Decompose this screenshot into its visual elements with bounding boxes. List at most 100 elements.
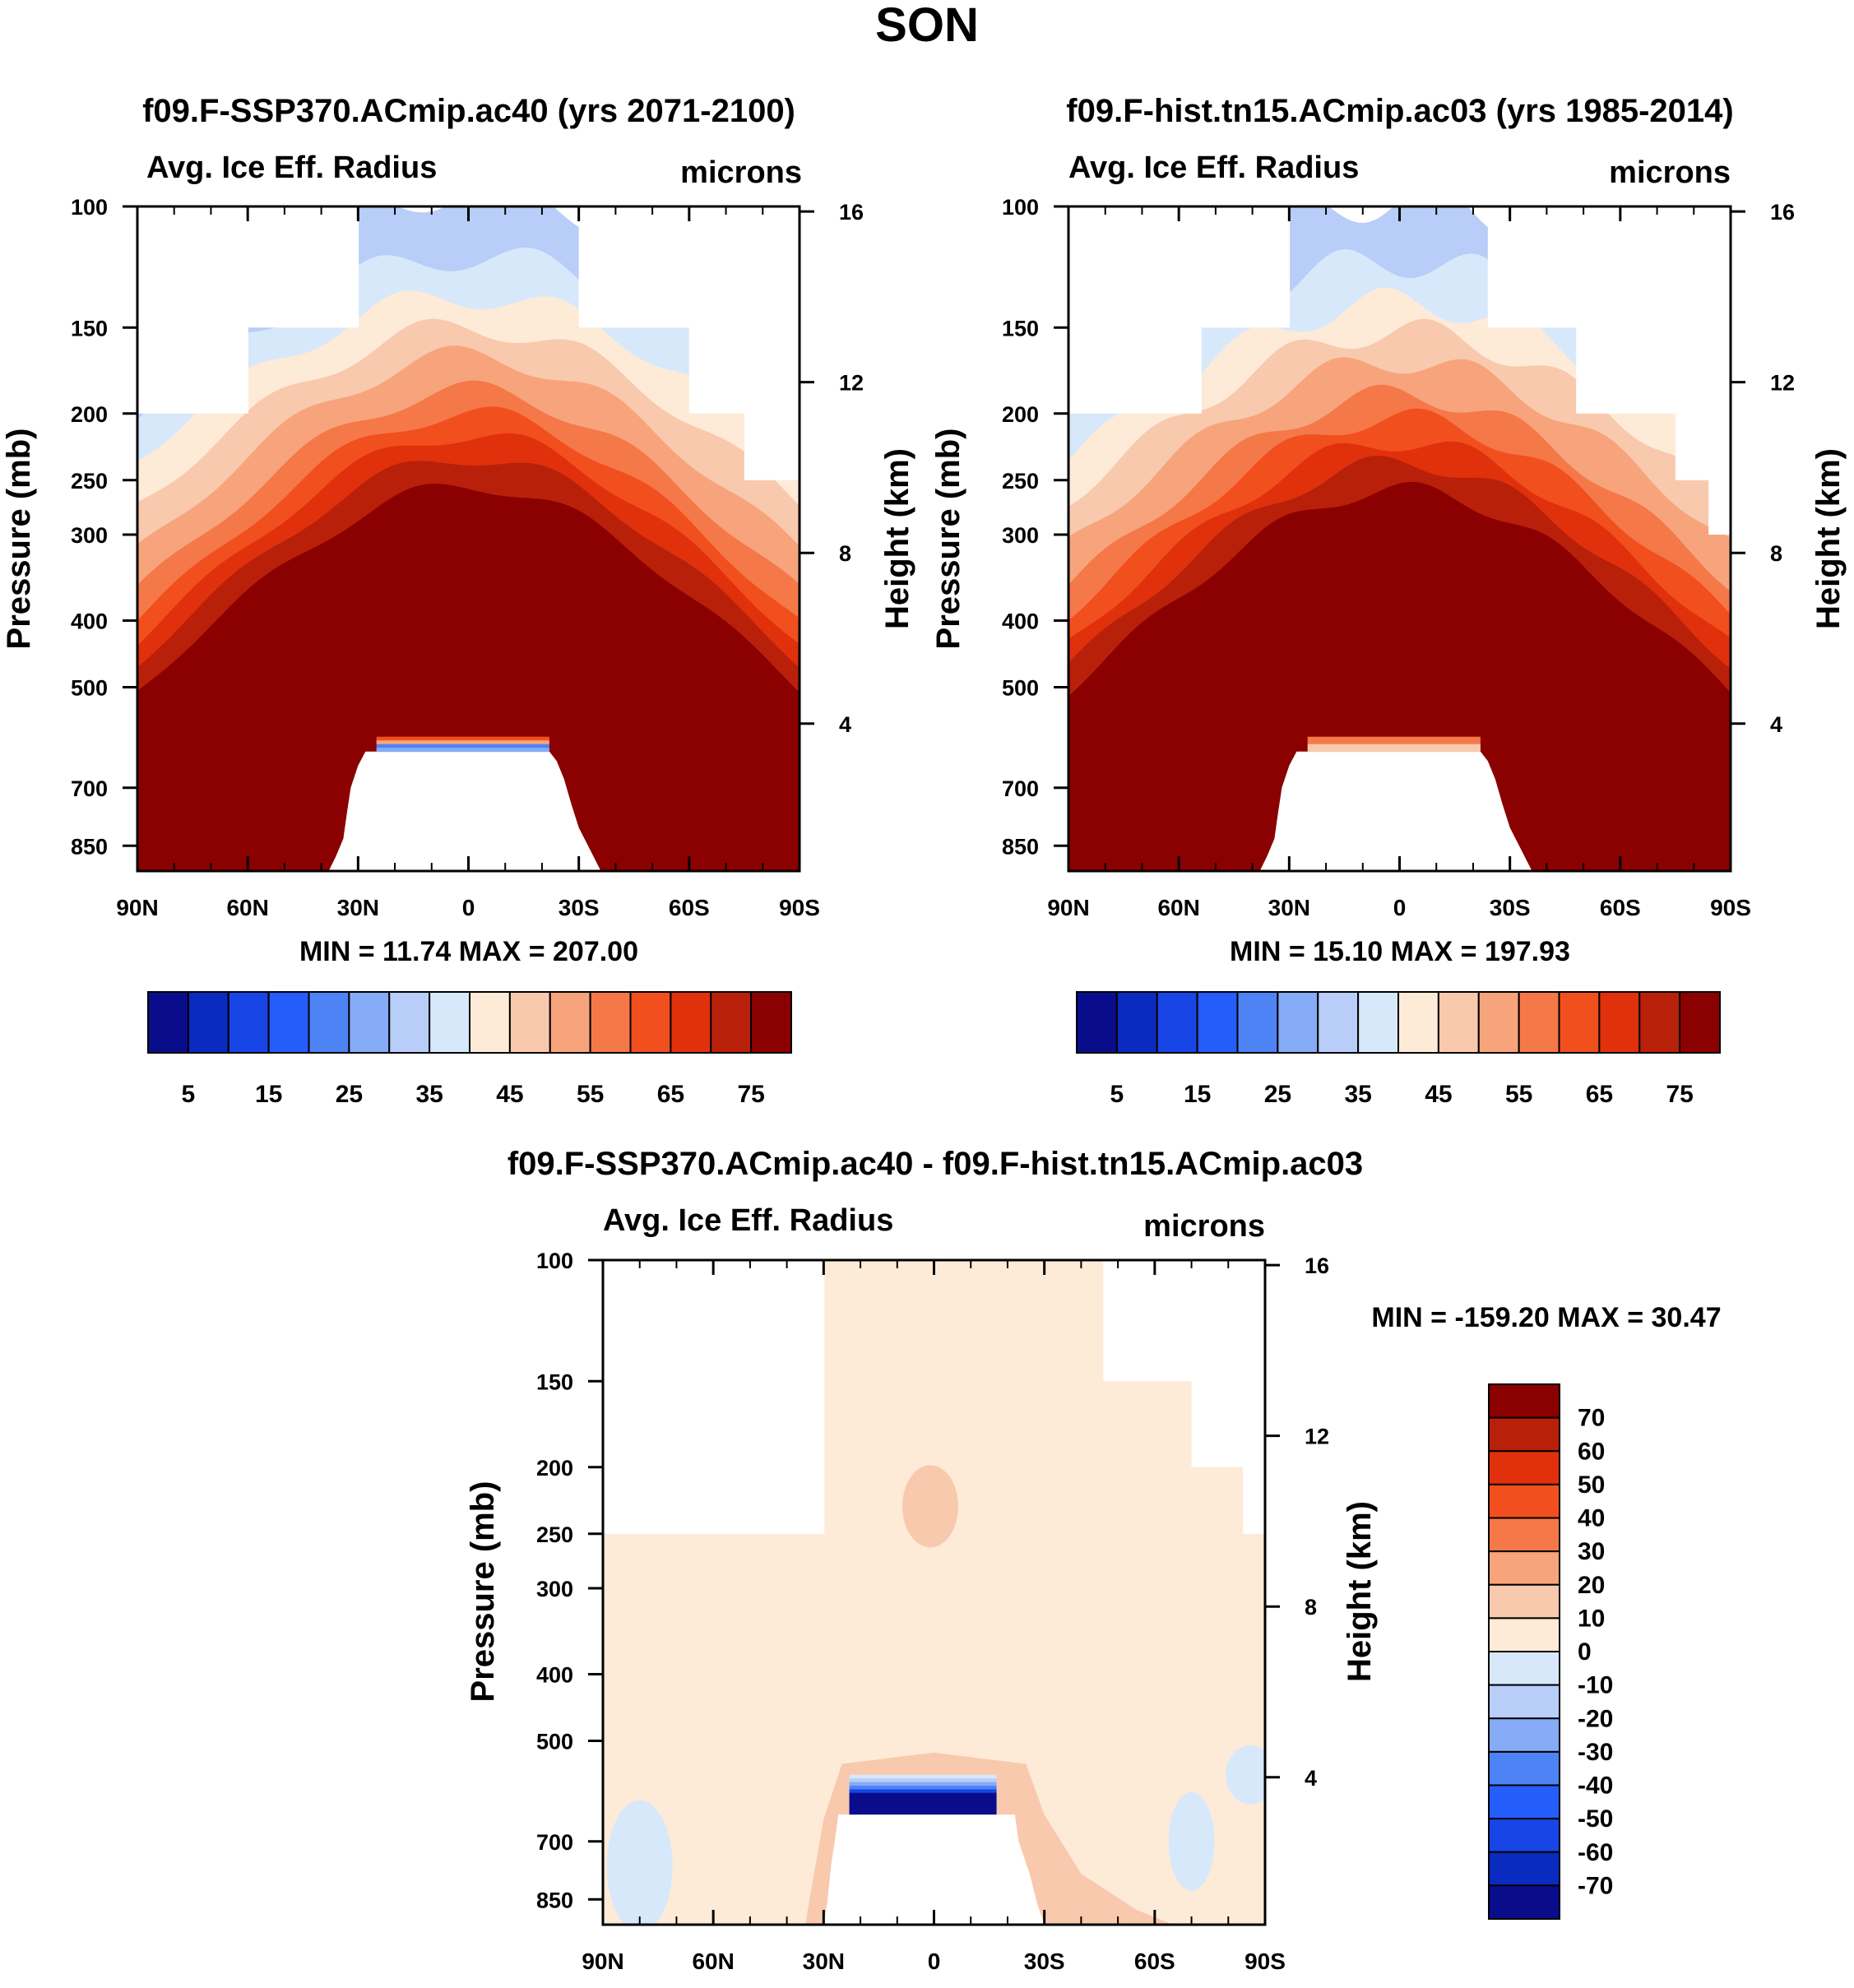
panel-left-y2-tick-label: 12 bbox=[839, 371, 864, 396]
panel-left-colorbar-swatch bbox=[147, 991, 189, 1054]
panel-diff-x-tick-label: 0 bbox=[928, 1949, 941, 1974]
panel-diff-colorbar-label: 20 bbox=[1578, 1572, 1605, 1599]
panel-left-title: f09.F-SSP370.ACmip.ac40 (yrs 2071-2100) bbox=[142, 93, 795, 129]
panel-left-x-tick-label: 90S bbox=[779, 895, 820, 920]
panel-right-missing-top bbox=[1708, 206, 1731, 535]
panel-left-colorbar-label: 5 bbox=[182, 1081, 196, 1108]
panel-diff-x-tick-label: 90N bbox=[582, 1949, 623, 1974]
panel-diff-y-tick-label: 200 bbox=[536, 1456, 573, 1481]
panel-right-y2-tick-label: 4 bbox=[1770, 712, 1782, 737]
panel-diff-colorbar-label: 10 bbox=[1578, 1605, 1605, 1632]
panel-left-anomaly-streak bbox=[376, 748, 549, 753]
panel-right-colorbar-label: 35 bbox=[1344, 1081, 1371, 1108]
panel-diff-units: microns bbox=[1143, 1209, 1265, 1244]
panel-diff-y-tick-label: 300 bbox=[536, 1577, 573, 1601]
panel-left-y2label: Height (km) bbox=[879, 448, 915, 629]
panel-right-x-tick-label: 60S bbox=[1600, 895, 1641, 920]
panel-right-colorbar-label: 65 bbox=[1586, 1081, 1613, 1108]
panel-left-colorbar-label: 45 bbox=[496, 1081, 523, 1108]
panel-right-colorbar-label: 55 bbox=[1505, 1081, 1532, 1108]
panel-diff-colorbar-label: 0 bbox=[1578, 1638, 1592, 1666]
panel-right-y-tick-label: 850 bbox=[1002, 834, 1039, 859]
panel-left-y2-tick-label: 8 bbox=[839, 541, 851, 566]
panel-left-anomaly-streak bbox=[376, 736, 549, 741]
panel-right-colorbar-swatch bbox=[1598, 991, 1641, 1054]
panel-left-colorbar-swatch bbox=[388, 991, 431, 1054]
panel-diff-colorbar-swatch bbox=[1488, 1450, 1560, 1485]
panel-right-y-tick-label: 300 bbox=[1002, 523, 1039, 548]
panel-diff-orography-mask bbox=[823, 1814, 1045, 1925]
panel-right-colorbar-swatch bbox=[1518, 991, 1560, 1054]
panel-diff-missing-top bbox=[1243, 1260, 1265, 1534]
panel-diff-stats: MIN = -159.20 MAX = 30.47 bbox=[1371, 1302, 1721, 1333]
panel-diff-x-tick-label: 30S bbox=[1024, 1949, 1065, 1974]
panel-left-colorbar-swatch bbox=[429, 991, 470, 1054]
panel-diff-colorbar-label: 70 bbox=[1578, 1405, 1605, 1432]
panel-right-contour-band bbox=[1068, 481, 1731, 871]
panel-right-field bbox=[1068, 206, 1731, 871]
panel-diff-y-tick-label: 150 bbox=[536, 1369, 573, 1394]
panel-left-colorbar-label: 35 bbox=[415, 1081, 443, 1108]
panel-left-contour-band bbox=[137, 484, 800, 871]
panel-diff-y-tick-label: 850 bbox=[536, 1888, 573, 1912]
panel-right-colorbar-swatch bbox=[1638, 991, 1681, 1054]
panel-left-stats: MIN = 11.74 MAX = 207.00 bbox=[299, 936, 638, 967]
panel-diff-y-tick-label: 250 bbox=[536, 1522, 573, 1547]
panel-left-colorbar-swatch bbox=[750, 991, 792, 1054]
panel-left-y-tick-label: 100 bbox=[71, 195, 108, 220]
figure-title: SON bbox=[875, 0, 979, 52]
panel-right-colorbar-swatch bbox=[1397, 991, 1439, 1054]
panel-diff-negative-patch bbox=[606, 1800, 673, 1925]
panel-right-colorbar-swatch bbox=[1558, 991, 1601, 1054]
panel-diff-colorbar-label: 40 bbox=[1578, 1505, 1605, 1532]
panel-left-colorbar: 5 15 25 35 45 55 65 75 bbox=[147, 991, 792, 1108]
panel-left-y-tick-label: 850 bbox=[71, 834, 108, 859]
panel-right-missing-top bbox=[1675, 206, 1709, 480]
panel-diff-colorbar-swatch bbox=[1488, 1784, 1560, 1820]
panel-diff-y2-tick-label: 8 bbox=[1305, 1595, 1317, 1620]
panel-diff-variable: Avg. Ice Eff. Radius bbox=[603, 1203, 893, 1238]
panel-right-colorbar: 5 15 25 35 45 55 65 75 bbox=[1076, 991, 1721, 1108]
panel-right: f09.F-hist.tn15.ACmip.ac03 (yrs 1985-201… bbox=[930, 93, 1847, 1108]
panel-right-variable: Avg. Ice Eff. Radius bbox=[1068, 151, 1359, 185]
panel-diff-colorbar-label: -40 bbox=[1578, 1773, 1613, 1800]
panel-diff-y-tick-label: 700 bbox=[536, 1830, 573, 1855]
panel-diff-colorbar-swatch bbox=[1488, 1684, 1560, 1720]
panel-diff-positive-patch bbox=[902, 1465, 959, 1548]
panel-diff-title: f09.F-SSP370.ACmip.ac40 - f09.F-hist.tn1… bbox=[508, 1146, 1363, 1182]
panel-right-colorbar-label: 75 bbox=[1666, 1081, 1693, 1108]
panel-left-colorbar-swatch bbox=[187, 991, 229, 1054]
panel-right-colorbar-swatch bbox=[1437, 991, 1480, 1054]
panel-left-units: microns bbox=[680, 155, 802, 190]
panel-left-colorbar-swatch bbox=[267, 991, 310, 1054]
panel-left-y2-tick-label: 4 bbox=[839, 712, 851, 737]
panel-left-colorbar-label: 25 bbox=[336, 1081, 363, 1108]
panel-right-anomaly-streak bbox=[1307, 736, 1481, 745]
panel-right-x-tick-label: 90S bbox=[1710, 895, 1751, 920]
panel-right-y-tick-label: 100 bbox=[1002, 195, 1039, 220]
panel-diff-x-tick-label: 30N bbox=[803, 1949, 845, 1974]
panel-left-missing-top bbox=[248, 206, 359, 328]
panel-diff-colorbar-label: -20 bbox=[1578, 1705, 1613, 1732]
panel-left-colorbar-swatch bbox=[508, 991, 551, 1054]
panel-left-colorbar-swatch bbox=[589, 991, 632, 1054]
panel-diff-colorbar-label: 50 bbox=[1578, 1471, 1605, 1499]
panel-diff-colorbar-swatch bbox=[1488, 1483, 1560, 1519]
panel-diff-colorbar-swatch bbox=[1488, 1717, 1560, 1753]
panel-left-colorbar-swatch bbox=[710, 991, 753, 1054]
panel-right-y-tick-label: 700 bbox=[1002, 776, 1039, 801]
panel-right-colorbar-label: 5 bbox=[1110, 1081, 1124, 1108]
panel-left-colorbar-label: 65 bbox=[657, 1081, 684, 1108]
panel-right-units: microns bbox=[1609, 155, 1731, 190]
panel-diff-colorbar-label: -10 bbox=[1578, 1672, 1613, 1699]
panel-diff-ylabel: Pressure (mb) bbox=[465, 1481, 501, 1703]
panel-diff-colorbar-swatch bbox=[1488, 1750, 1560, 1786]
panel-right-colorbar-swatch bbox=[1357, 991, 1399, 1054]
panel-diff-y-tick-label: 500 bbox=[536, 1730, 573, 1754]
panel-diff-x-tick-label: 90S bbox=[1244, 1949, 1286, 1974]
panel-diff-colorbar-swatch bbox=[1488, 1550, 1560, 1586]
panel-right-missing-top bbox=[1576, 206, 1676, 414]
panel-right-colorbar-swatch bbox=[1196, 991, 1239, 1054]
panel-left-x-tick-label: 60S bbox=[669, 895, 710, 920]
panel-diff-y2-tick-label: 4 bbox=[1305, 1766, 1317, 1791]
